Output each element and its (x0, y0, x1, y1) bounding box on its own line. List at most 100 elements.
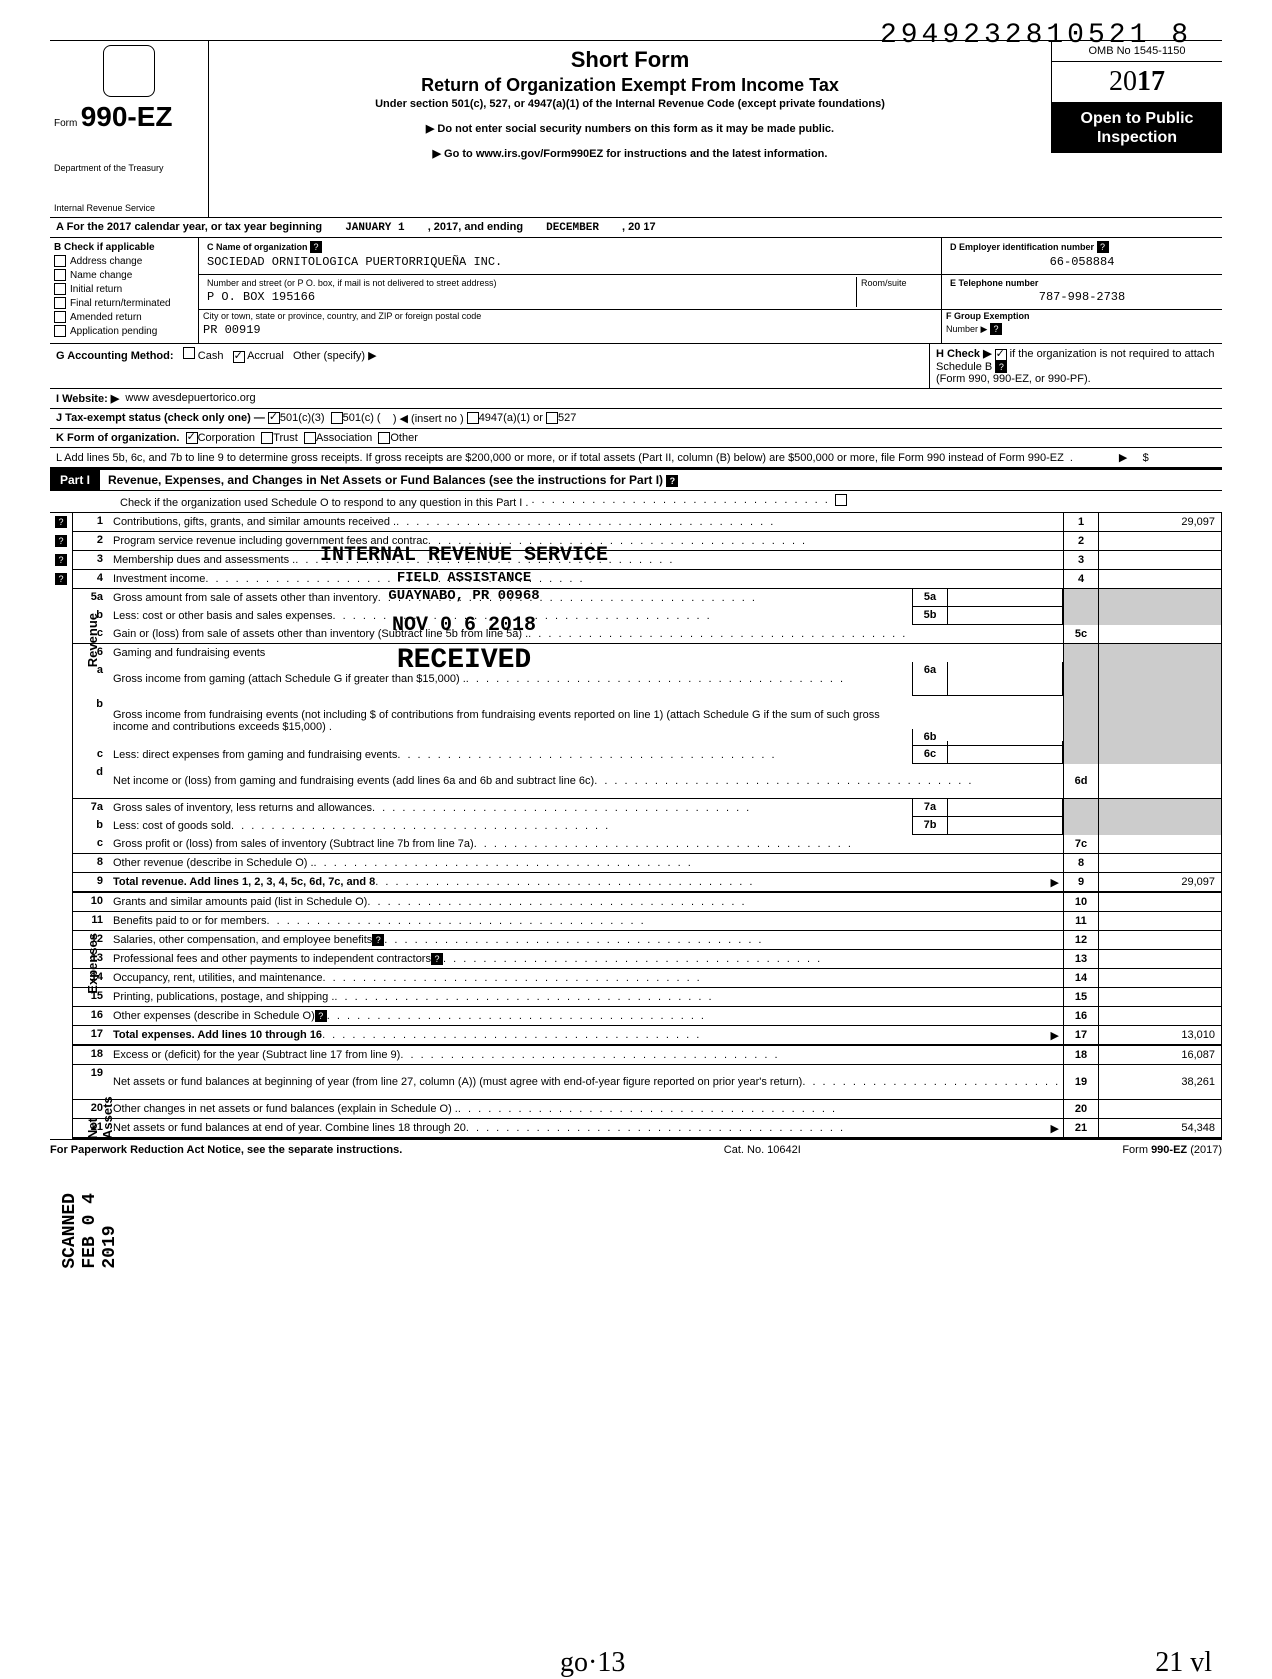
irs-seal-icon (103, 45, 155, 97)
line-6d: d Net income or (loss) from gaming and f… (73, 764, 1221, 799)
lines-container: ? 1 Contributions, gifts, grants, and si… (72, 513, 1222, 1139)
part1-check: Check if the organization used Schedule … (50, 491, 1222, 513)
cb-schedule-o[interactable] (835, 494, 847, 506)
cb-501c[interactable] (331, 412, 343, 424)
line-16: 16Other expenses (describe in Schedule O… (73, 1007, 1221, 1026)
line-9: 9 Total revenue. Add lines 1, 2, 3, 4, 5… (73, 873, 1221, 893)
help-icon[interactable]: ? (315, 1010, 327, 1022)
row-l: L Add lines 5b, 6c, and 7b to line 9 to … (50, 448, 1222, 468)
cb-name-change[interactable]: Name change (54, 269, 194, 281)
line-11: 11Benefits paid to or for members 11 (73, 912, 1221, 931)
cb-accrual[interactable] (233, 351, 245, 363)
row-k: K Form of organization. Corporation Trus… (50, 429, 1222, 448)
handwriting-1: go·13 (560, 1647, 625, 1679)
open-line1: Open to Public (1054, 109, 1220, 128)
cb-cash[interactable] (183, 347, 195, 359)
scanned-stamp: SCANNED FEB 0 4 2019 (60, 1193, 120, 1269)
section-b: B Check if applicable Address change Nam… (50, 238, 199, 343)
org-name: SOCIEDAD ORNITOLOGICA PUERTORRIQUEÑA INC… (203, 254, 937, 272)
footer-mid: Cat. No. 10642I (724, 1144, 801, 1156)
help-icon[interactable]: ? (55, 554, 67, 566)
handwriting-2: 21 vl (1155, 1647, 1212, 1679)
open-to-public: Open to Public Inspection (1052, 103, 1222, 153)
line-10: 10Grants and similar amounts paid (list … (73, 893, 1221, 912)
line-2: ? 2 Program service revenue including go… (73, 532, 1221, 551)
line-21: 21Net assets or fund balances at end of … (73, 1119, 1221, 1139)
phone: 787-998-2738 (946, 289, 1218, 307)
form-id-box: Form 990-EZ Department of the Treasury I… (50, 41, 209, 217)
h-text3: (Form 990, 990-EZ, or 990-PF). (936, 373, 1091, 385)
open-line2: Inspection (1054, 128, 1220, 147)
l-dollar: $ (1143, 452, 1149, 464)
line-18: 18Excess or (deficit) for the year (Subt… (73, 1046, 1221, 1065)
title-under: Under section 501(c), 527, or 4947(a)(1)… (219, 98, 1041, 110)
cb-final-return[interactable]: Final return/terminated (54, 297, 194, 309)
org-address: P O. BOX 195166 (203, 289, 856, 307)
h-label: H Check ▶ (936, 348, 992, 360)
line-13: 13Professional fees and other payments t… (73, 950, 1221, 969)
line-5c: c Gain or (loss) from sale of assets oth… (73, 625, 1221, 644)
part1-header: Part I Revenue, Expenses, and Changes in… (50, 468, 1222, 491)
help-icon[interactable]: ? (372, 934, 384, 946)
line-20: 20Other changes in net assets or fund ba… (73, 1100, 1221, 1119)
cb-527[interactable] (546, 412, 558, 424)
help-icon[interactable]: ? (55, 516, 67, 528)
line-1: ? 1 Contributions, gifts, grants, and si… (73, 513, 1221, 532)
instr-goto: ▶ Go to www.irs.gov/Form990EZ for instru… (219, 147, 1041, 160)
line-6a: a Gross income from gaming (attach Sched… (73, 662, 1221, 696)
line-5a: 5a Gross amount from sale of assets othe… (73, 589, 1221, 607)
f-label2: Number ▶ (946, 324, 987, 334)
help-icon[interactable]: ? (1097, 241, 1109, 253)
cb-application-pending[interactable]: Application pending (54, 325, 194, 337)
cb-501c3[interactable] (268, 412, 280, 424)
help-icon[interactable]: ? (666, 475, 678, 487)
line-a-begin: JANUARY 1 (345, 222, 404, 234)
row-g-h: G Accounting Method: Cash Accrual Other … (50, 344, 1222, 389)
help-icon[interactable]: ? (431, 953, 443, 965)
cb-corporation[interactable] (186, 432, 198, 444)
cb-association[interactable] (304, 432, 316, 444)
line-15: 15Printing, publications, postage, and s… (73, 988, 1221, 1007)
dept-treasury: Department of the Treasury (54, 163, 204, 173)
form-number: 990-EZ (81, 101, 173, 132)
addr-label: Number and street (or P O. box, if mail … (203, 277, 856, 289)
line-12: 12Salaries, other compensation, and empl… (73, 931, 1221, 950)
line-14: 14Occupancy, rent, utilities, and mainte… (73, 969, 1221, 988)
part1-label: Part I (50, 470, 100, 490)
line-a-mid: , 2017, and ending (428, 221, 523, 233)
line-4: ? 4 Investment income 4 (73, 570, 1221, 589)
row-j: J Tax-exempt status (check only one) — 5… (50, 409, 1222, 429)
section-c: C Name of organization ? SOCIEDAD ORNITO… (199, 238, 942, 343)
cb-trust[interactable] (261, 432, 273, 444)
help-icon[interactable]: ? (995, 361, 1007, 373)
cb-initial-return[interactable]: Initial return (54, 283, 194, 295)
cb-amended[interactable]: Amended return (54, 311, 194, 323)
room-label: Room/suite (857, 277, 937, 289)
l-arrow: ▶ (1119, 452, 1127, 464)
org-city: PR 00919 (199, 322, 941, 340)
line-6c: c Less: direct expenses from gaming and … (73, 746, 1221, 764)
form-prefix: Form (54, 118, 77, 129)
amt-18: 16,087 (1098, 1046, 1221, 1064)
help-icon[interactable]: ? (310, 241, 322, 253)
help-icon[interactable]: ? (55, 535, 67, 547)
cb-schedule-b[interactable] (995, 349, 1007, 361)
line-7b: b Less: cost of goods sold 7b (73, 817, 1221, 835)
document-number: 2949232810521 8 (880, 20, 1192, 51)
line-a-prefix: A For the 2017 calendar year, or tax yea… (56, 221, 322, 233)
cb-other[interactable] (378, 432, 390, 444)
year-prefix: 20 (1109, 66, 1137, 97)
entity-block: B Check if applicable Address change Nam… (50, 238, 1222, 344)
line-6b: b Gross income from fundraising events (… (73, 696, 1221, 746)
help-icon[interactable]: ? (55, 573, 67, 585)
amt-19: 38,261 (1098, 1065, 1221, 1099)
cb-4947[interactable] (467, 412, 479, 424)
line-19: 19Net assets or fund balances at beginni… (73, 1065, 1221, 1100)
instr-ssn: ▶ Do not enter social security numbers o… (219, 122, 1041, 135)
line-a-end: DECEMBER (546, 222, 599, 234)
cb-address-change[interactable]: Address change (54, 255, 194, 267)
line-17: 17Total expenses. Add lines 10 through 1… (73, 1026, 1221, 1046)
tax-year: 2017 (1052, 62, 1222, 103)
help-icon[interactable]: ? (990, 323, 1002, 335)
i-label: I Website: ▶ (56, 392, 119, 405)
